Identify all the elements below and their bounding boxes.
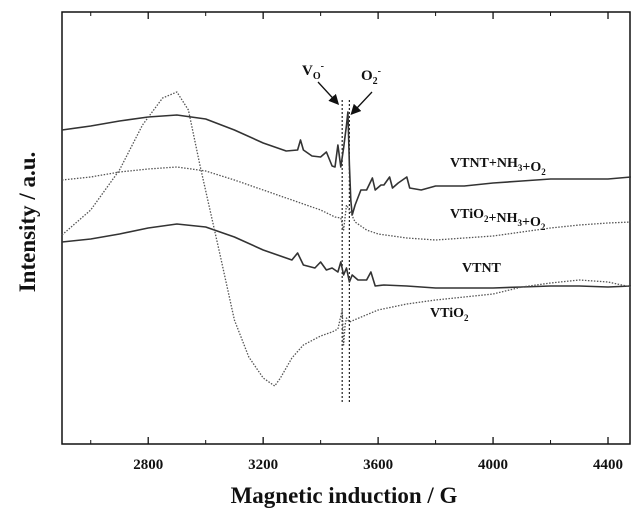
x-axis-title: Magnetic induction / G [231,483,458,508]
vertical-markers [341,100,350,404]
x-tick-label: 4400 [593,457,623,473]
y-axis-title: Intensity / a.u. [15,152,40,293]
series-labels: VTNT+NH3+O2 VTiO2+NH3+O2 VTNT VTiO2 [430,156,546,323]
x-tick-label: 3200 [248,457,278,473]
series-line [61,91,631,387]
series-layer [61,91,631,387]
annotation-label: VO- [302,61,324,82]
annotation-arrow [350,91,373,115]
x-axis-ticks: 2800 3200 3600 4000 4400 [90,12,623,473]
x-tick-label: 3600 [363,457,393,473]
series-label: VTNT+NH3+O2 [450,156,546,177]
x-tick-label: 4000 [478,457,508,473]
series-line [61,111,631,216]
annotation-label: O2- [361,66,381,87]
annotations: VO- O2- [302,61,381,115]
x-tick-label: 2800 [133,457,163,473]
series-line [61,223,631,289]
plot-frame [61,11,631,445]
plot-border [61,11,631,445]
series-label: VTNT [462,261,502,276]
annotation-arrow [317,81,340,105]
series-label: VTiO2 [430,306,469,323]
series-line [61,166,631,241]
series-label: VTiO2+NH3+O2 [450,207,546,232]
